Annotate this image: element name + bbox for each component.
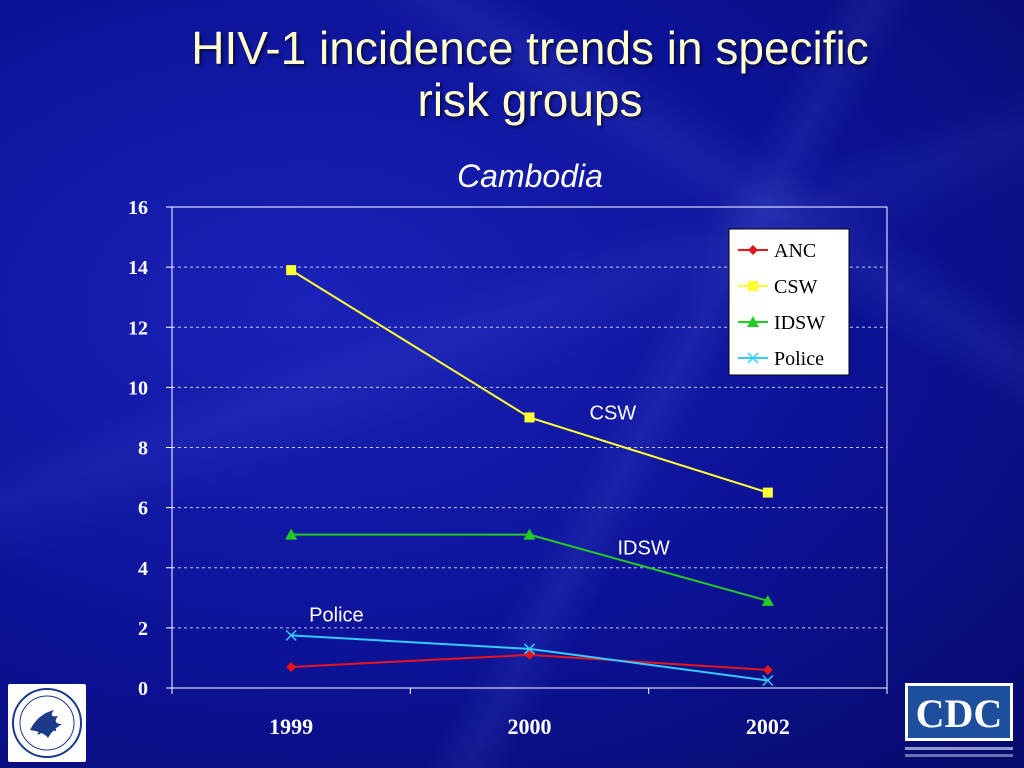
- legend-marker-anc: [748, 245, 758, 255]
- title-line-2: risk groups: [417, 74, 643, 126]
- y-tick-label: 4: [138, 558, 148, 580]
- page-title: HIV-1 incidence trends in specific risk …: [60, 22, 1000, 126]
- y-tick-label: 2: [138, 618, 148, 640]
- y-tick-label: 6: [138, 498, 148, 520]
- legend-marker-csw: [748, 281, 758, 291]
- legend-label-police: Police: [774, 348, 824, 370]
- cdc-logo: CDC: [905, 683, 1013, 763]
- page-subtitle: Cambodia: [457, 158, 603, 194]
- y-tick-label: 14: [128, 257, 148, 279]
- cdc-logo-text: CDC: [916, 691, 1003, 736]
- legend-label-csw: CSW: [774, 276, 817, 298]
- annotation-idsw: IDSW: [618, 538, 670, 560]
- data-point-police: [523, 643, 536, 655]
- x-tick-label: 2002: [746, 714, 790, 739]
- x-tick-label: 1999: [269, 714, 313, 739]
- y-tick-label: 16: [128, 197, 148, 219]
- annotation-police: Police: [309, 604, 363, 626]
- data-point-anc: [762, 664, 773, 675]
- data-point-idsw: [761, 594, 774, 606]
- data-point-csw: [524, 412, 535, 423]
- legend-label-anc: ANC: [774, 240, 816, 262]
- legend-marker-idsw: [747, 316, 759, 327]
- y-tick-label: 10: [128, 377, 148, 399]
- data-point-csw: [762, 487, 773, 498]
- hhs-eagle-seal-icon: [8, 684, 86, 762]
- data-point-idsw: [523, 528, 536, 540]
- x-tick-label: 2000: [508, 714, 552, 739]
- y-tick-label: 12: [128, 317, 148, 339]
- y-tick-label: 8: [138, 438, 148, 460]
- data-point-idsw: [285, 528, 298, 540]
- annotation-csw: CSW: [590, 402, 637, 424]
- data-point-police: [762, 674, 774, 687]
- legend-marker-police: [747, 352, 759, 364]
- series-line-csw: [290, 269, 769, 494]
- data-point-anc: [286, 661, 297, 672]
- data-point-police: [285, 629, 297, 641]
- legend-label-idsw: IDSW: [774, 312, 825, 334]
- legend-box: [728, 228, 850, 376]
- y-tick-label: 0: [138, 678, 148, 700]
- data-point-csw: [286, 265, 297, 276]
- title-line-1: HIV-1 incidence trends in specific: [191, 22, 869, 74]
